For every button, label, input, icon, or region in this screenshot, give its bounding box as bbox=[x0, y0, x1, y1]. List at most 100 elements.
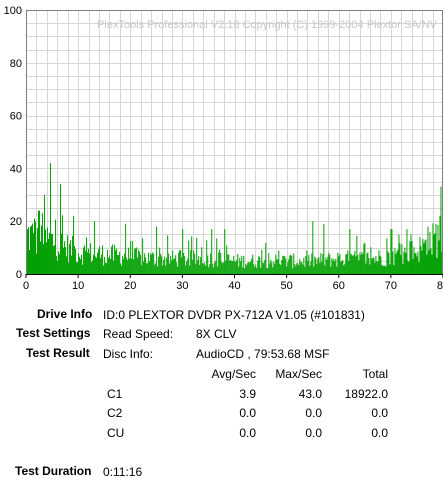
c1-bar bbox=[361, 251, 363, 274]
c1-bar bbox=[125, 223, 127, 274]
c1-bar bbox=[150, 253, 152, 274]
c1-bar bbox=[297, 263, 299, 274]
c1-bar bbox=[262, 262, 264, 274]
c1-bar bbox=[430, 248, 432, 274]
c1-bar bbox=[53, 246, 55, 274]
c1-bar bbox=[228, 254, 230, 274]
c1-bar bbox=[229, 260, 231, 274]
x-tick-label: 10 bbox=[72, 280, 84, 292]
c1-bar bbox=[277, 258, 279, 274]
c1-bar bbox=[357, 254, 359, 274]
c1-bar bbox=[80, 258, 82, 274]
c1-bar bbox=[72, 235, 74, 274]
c1-bar bbox=[104, 256, 106, 274]
header-total: Total bbox=[362, 367, 388, 381]
c1-bar bbox=[245, 263, 247, 274]
c1-bar bbox=[403, 251, 405, 274]
c1-bar bbox=[301, 262, 303, 274]
error-rate-chart: 0 20 40 60 80 100 0 10 20 30 40 50 60 70 80 PlexTools … bbox=[4, 5, 443, 292]
c1-bar bbox=[320, 253, 322, 274]
c1-bar bbox=[333, 258, 335, 274]
c1-bar bbox=[383, 265, 385, 274]
c1-bar bbox=[30, 226, 32, 274]
c1-bar bbox=[199, 264, 201, 274]
c1-bar bbox=[250, 261, 252, 274]
c1-bar bbox=[99, 246, 101, 274]
c1-bar bbox=[298, 265, 300, 274]
c1-bar bbox=[174, 258, 176, 274]
c1-series bbox=[26, 163, 443, 274]
c1-bar bbox=[318, 256, 320, 274]
c1-bar bbox=[172, 250, 174, 274]
c1-bar bbox=[334, 261, 336, 274]
c1-bar bbox=[51, 233, 53, 274]
c1-bar bbox=[155, 263, 157, 274]
c1-bar bbox=[186, 261, 188, 274]
c1-bar bbox=[119, 251, 121, 274]
c1-bar bbox=[423, 243, 425, 274]
c1-bar bbox=[117, 254, 119, 274]
c1-bar bbox=[399, 243, 401, 274]
row-cu-max: 0.0 bbox=[305, 426, 322, 440]
header-max: Max/Sec bbox=[275, 367, 322, 381]
c1-bar bbox=[95, 256, 97, 274]
c1-bar bbox=[249, 262, 251, 274]
row-c2-max: 0.0 bbox=[305, 406, 322, 420]
c1-bar bbox=[226, 245, 228, 274]
c1-bar bbox=[337, 252, 339, 274]
c1-bar bbox=[431, 254, 433, 274]
c1-bar bbox=[305, 255, 307, 274]
c1-bar bbox=[293, 253, 295, 274]
c1-bar bbox=[237, 253, 239, 274]
c1-bar bbox=[272, 267, 274, 274]
c1-bar bbox=[68, 262, 70, 274]
c1-bar bbox=[328, 252, 330, 274]
x-tick-label: 0 bbox=[23, 280, 29, 292]
c1-bar bbox=[351, 254, 353, 274]
c1-bar bbox=[316, 263, 318, 274]
c1-bar bbox=[81, 254, 83, 274]
c1-bar bbox=[393, 265, 395, 274]
c1-bar bbox=[253, 263, 255, 274]
c1-bar bbox=[276, 259, 278, 274]
c1-bar bbox=[58, 251, 60, 274]
c1-bar bbox=[88, 248, 90, 274]
c1-bar bbox=[345, 254, 347, 274]
c1-bar bbox=[45, 229, 47, 274]
row-c1-max: 43.0 bbox=[298, 387, 322, 401]
c1-bar bbox=[194, 253, 196, 274]
c1-bar bbox=[223, 262, 225, 274]
c1-bar bbox=[230, 259, 232, 274]
c1-bar bbox=[184, 256, 186, 274]
c1-bar bbox=[322, 253, 324, 274]
c1-bar bbox=[100, 258, 102, 274]
test-result-label: Test Result bbox=[26, 346, 90, 360]
c1-bar bbox=[315, 258, 317, 274]
c1-bar bbox=[67, 235, 69, 274]
c1-bar bbox=[319, 262, 321, 274]
c1-bar bbox=[286, 266, 288, 274]
c1-bar bbox=[205, 265, 207, 274]
c1-bar bbox=[332, 260, 334, 274]
c1-bar bbox=[314, 256, 316, 274]
c1-bar bbox=[129, 258, 131, 274]
c1-bar bbox=[356, 235, 358, 274]
c1-bar bbox=[65, 247, 67, 274]
c1-bar bbox=[418, 262, 420, 274]
c1-bar bbox=[201, 247, 203, 274]
c1-bar bbox=[28, 227, 30, 274]
y-tick-label: 60 bbox=[10, 111, 22, 123]
c1-bar bbox=[353, 254, 355, 274]
c1-bar bbox=[149, 261, 151, 274]
c1-bar bbox=[154, 264, 156, 274]
x-tick-label: 30 bbox=[176, 280, 188, 292]
c1-bar bbox=[410, 234, 412, 274]
c1-bar bbox=[105, 262, 107, 274]
header-avg: Avg/Sec bbox=[211, 367, 256, 381]
c1-bar bbox=[161, 256, 163, 274]
c1-bar bbox=[341, 260, 343, 274]
c1-bar bbox=[308, 254, 310, 274]
c1-bar bbox=[175, 255, 177, 274]
c1-bar bbox=[427, 226, 429, 274]
test-duration-label: Test Duration bbox=[15, 464, 92, 478]
